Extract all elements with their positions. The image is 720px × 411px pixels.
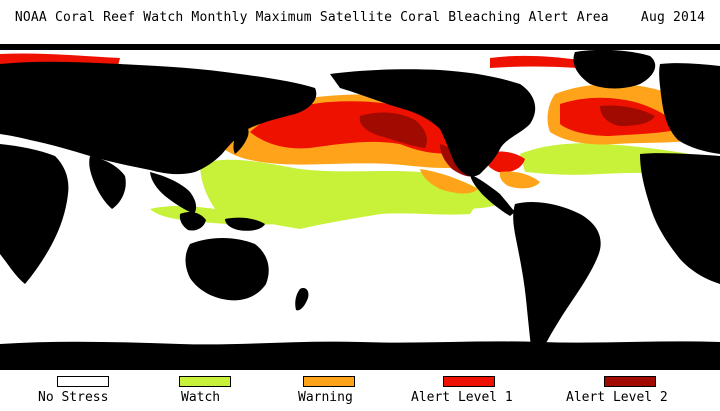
pacific-alert2-zone: [359, 112, 427, 148]
atlantic-alert2-zone: [600, 105, 655, 126]
borneo: [179, 212, 206, 231]
japan: [233, 123, 249, 154]
legend-label-warning: Warning: [298, 390, 353, 405]
europe-west: [659, 63, 720, 155]
legend-swatch-watch: [179, 376, 231, 387]
greenland: [573, 49, 656, 89]
madagascar: [701, 228, 713, 252]
world-map: [0, 44, 720, 370]
australia: [185, 238, 269, 301]
equatorial-pacific-watch: [287, 191, 480, 222]
new-guinea: [225, 217, 265, 231]
central-america: [470, 174, 515, 216]
legend-label-watch: Watch: [181, 390, 221, 405]
legend-swatch-warning: [303, 376, 355, 387]
south-america: [513, 202, 601, 356]
legend-swatch-alert-level-2: [604, 376, 656, 387]
africa-east: [640, 153, 720, 284]
new-zealand: [295, 288, 309, 311]
southeast-asia: [150, 172, 197, 214]
legend-swatch-no-stress: [57, 376, 109, 387]
legend-swatch-alert-level-1: [443, 376, 495, 387]
legend-label-no-stress: No Stress: [38, 390, 109, 405]
eurasia: [0, 61, 317, 175]
pacific-warning-east: [420, 169, 478, 194]
antarctica: [0, 341, 720, 370]
arctic-land-strip: [0, 44, 720, 50]
arctic-alert1-east: [490, 55, 580, 68]
caribbean-warning: [499, 171, 540, 189]
map-title: NOAA Coral Reef Watch Monthly Maximum Sa…: [14, 10, 706, 25]
legend-label-alert-level-1: Alert Level 1: [411, 390, 513, 405]
africa-west: [0, 144, 69, 284]
legend-label-alert-level-2: Alert Level 2: [566, 390, 668, 405]
north-america: [330, 69, 536, 177]
indian-subcontinent: [89, 156, 126, 209]
